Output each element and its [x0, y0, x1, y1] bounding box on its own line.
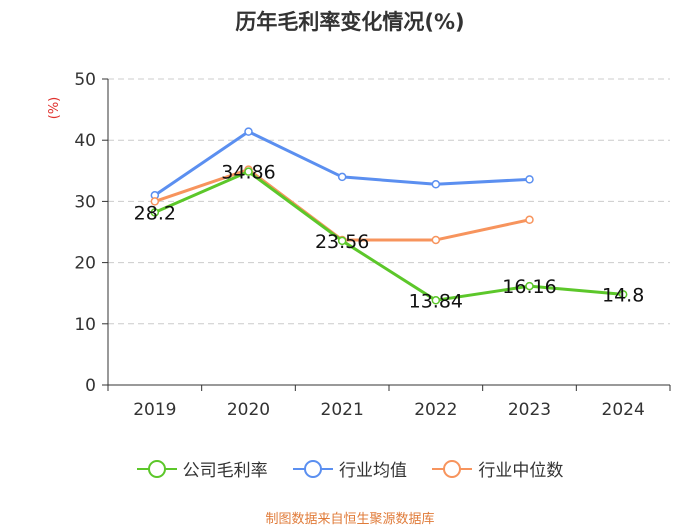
data-point[interactable] [431, 296, 441, 305]
x-tick-label: 2024 [602, 400, 645, 420]
legend-item-industry-median[interactable]: 行业中位数 [432, 456, 563, 481]
legend-label-industry-median: 行业中位数 [478, 461, 564, 481]
y-axis-unit-label: (%) [47, 97, 62, 120]
data-label: 16.16 [502, 276, 556, 298]
y-tick-label: 10 [74, 315, 96, 335]
legend-item-industry-mean[interactable]: 行业均值 [293, 456, 407, 481]
data-label: 28.2 [134, 202, 176, 224]
data-label: 13.84 [409, 290, 463, 312]
data-label: 23.56 [315, 231, 369, 253]
x-tick-label: 2021 [321, 400, 364, 420]
data-point[interactable] [618, 290, 628, 299]
x-tick-label: 2020 [227, 400, 270, 420]
legend: 公司毛利率 行业均值 行业中位数 [0, 456, 700, 481]
y-tick-label: 30 [74, 192, 96, 212]
legend-label-industry-mean: 行业均值 [339, 461, 407, 481]
legend-label-company: 公司毛利率 [182, 461, 268, 481]
x-tick-label: 2019 [133, 400, 176, 420]
x-tick-label: 2023 [508, 400, 551, 420]
data-point[interactable] [337, 236, 347, 246]
legend-marker-icon [432, 459, 473, 478]
chart-title: 历年毛利率变化情况(%) [235, 10, 465, 34]
series-line-1 [153, 130, 530, 197]
data-label: 34.86 [221, 162, 275, 184]
axis-layer: 0 10 20 30 40 50 2019 2020 2021 2022 2023 2024 [74, 70, 671, 420]
data-point[interactable] [431, 180, 441, 189]
legend-item-company[interactable]: 公司毛利率 [136, 456, 268, 481]
data-source-note: 制图数据来自恒生聚源数据库 [265, 512, 435, 527]
series-layer [150, 127, 628, 305]
y-tick-label: 40 [74, 131, 96, 151]
y-tick-label: 0 [85, 376, 96, 396]
data-point[interactable] [244, 127, 253, 136]
data-point[interactable] [244, 167, 253, 176]
data-point[interactable] [525, 281, 534, 291]
legend-marker-icon [293, 459, 333, 478]
x-tick-label: 2022 [414, 400, 457, 420]
data-label: 14.8 [602, 284, 644, 306]
label-layer: 28.2 34.86 23.56 13.84 16.16 14.8 [134, 162, 645, 313]
y-tick-label: 20 [74, 254, 96, 274]
grid-layer [108, 78, 670, 325]
data-point[interactable] [525, 175, 534, 184]
data-point[interactable] [337, 172, 347, 182]
data-point[interactable] [525, 215, 534, 225]
series-line-0 [154, 170, 624, 302]
data-point[interactable] [150, 208, 160, 217]
data-point[interactable] [431, 235, 441, 245]
legend-marker-icon [136, 459, 177, 478]
y-tick-label: 50 [74, 70, 96, 90]
data-point[interactable] [150, 197, 160, 206]
